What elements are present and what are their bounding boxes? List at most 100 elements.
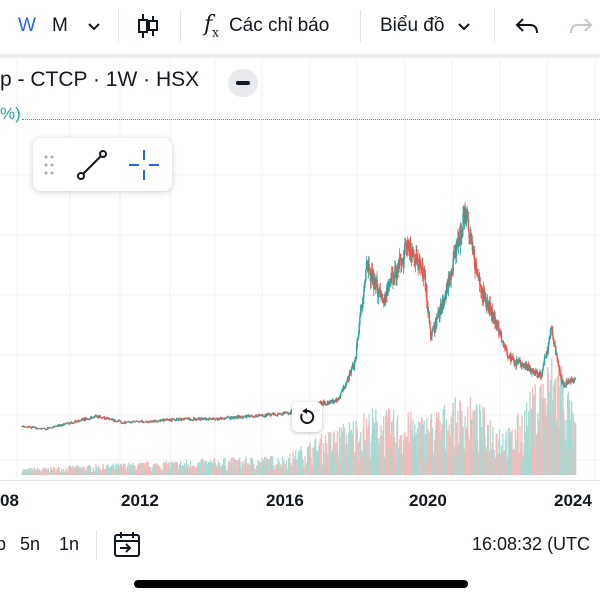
volume-bar	[481, 426, 483, 475]
redo-icon[interactable]	[568, 0, 594, 52]
volume-bar	[182, 465, 184, 475]
volume-bar	[73, 470, 75, 475]
time-axis[interactable]: 08 2012 2016 2020 2024	[0, 480, 600, 519]
volume-bar	[117, 463, 120, 475]
volume-bar	[255, 469, 257, 475]
candle-body	[122, 422, 125, 424]
candle-body	[348, 374, 350, 380]
volume-bar	[252, 460, 254, 475]
go-to-date-icon[interactable]	[112, 530, 142, 560]
volume-bar	[159, 471, 161, 475]
candle-body	[280, 413, 282, 415]
candle-body	[340, 391, 343, 394]
volume-bar	[273, 469, 276, 475]
volume-bar	[71, 466, 73, 475]
volume-bar	[132, 462, 134, 475]
volume-bar	[427, 429, 429, 475]
symbol-legend[interactable]: p - CTCP · 1W · HSX	[0, 68, 200, 91]
candle-body	[351, 366, 353, 370]
drag-handle-icon[interactable]	[43, 154, 55, 176]
range-1y-button[interactable]: 1n	[59, 534, 80, 554]
range-5y-button[interactable]: 5n	[20, 534, 41, 554]
candle-body	[169, 418, 171, 421]
reset-chart-button[interactable]	[292, 402, 322, 432]
candle-body	[570, 378, 573, 382]
volume-bar	[138, 462, 140, 475]
volume-bar	[226, 470, 228, 475]
volume-bar	[518, 453, 521, 475]
volume-bar	[315, 449, 317, 475]
candle-body	[464, 208, 466, 216]
candle-body	[523, 364, 525, 366]
candle-body	[426, 285, 428, 301]
price-chart[interactable]	[0, 60, 600, 480]
clock-time[interactable]: 16:08:32 (UTC	[472, 534, 591, 554]
candle-body	[382, 300, 384, 303]
volume-bar	[216, 465, 218, 475]
candle-body	[209, 418, 212, 420]
volume-bar	[369, 457, 372, 475]
volume-bar	[324, 435, 327, 475]
candle-body	[364, 281, 366, 284]
volume-bar	[549, 412, 551, 475]
candle-body	[427, 306, 429, 314]
volume-bar	[275, 464, 277, 475]
volume-bar	[222, 458, 225, 475]
candle-body	[362, 297, 364, 304]
volume-bar	[29, 469, 32, 475]
candle-body	[383, 302, 385, 303]
volume-bar	[158, 465, 160, 475]
volume-bar	[263, 467, 265, 475]
volume-bar	[334, 443, 337, 475]
volume-bar	[366, 441, 368, 475]
candle-body	[461, 230, 464, 238]
volume-bar	[483, 416, 485, 475]
volume-bar	[302, 459, 304, 475]
candle-body	[368, 264, 370, 270]
volume-bar	[299, 449, 301, 475]
volume-bar	[145, 461, 147, 475]
candle-body	[327, 400, 329, 405]
volume-bar	[450, 416, 452, 475]
volume-bar	[78, 467, 80, 475]
volume-bar	[466, 426, 468, 475]
volume-bar	[271, 456, 274, 475]
candle-body	[445, 283, 448, 297]
volume-bar	[357, 461, 359, 475]
interval-dropdown-chevron-icon[interactable]	[86, 0, 102, 52]
volume-bar	[320, 464, 322, 475]
candle-body	[370, 273, 372, 282]
volume-bar	[89, 466, 92, 475]
volume-bar	[187, 464, 190, 475]
interval-week-button[interactable]: W	[18, 15, 36, 36]
candle-body	[554, 342, 556, 347]
volume-bar	[438, 432, 440, 475]
candle-body	[446, 283, 448, 288]
candle-body	[430, 336, 433, 340]
volume-bar	[423, 420, 425, 475]
candle-body	[375, 279, 377, 288]
candle-body	[432, 327, 435, 330]
candle-body	[281, 414, 284, 416]
candle-body	[416, 253, 418, 263]
candle-body	[531, 368, 534, 370]
candle-body	[475, 263, 478, 269]
candle-body	[400, 262, 403, 266]
candlestick-icon[interactable]	[136, 0, 160, 52]
interval-month-button[interactable]: M	[52, 15, 68, 36]
volume-bar	[107, 466, 110, 475]
volume-bar	[307, 447, 309, 475]
indicators-button[interactable]: fx Các chỉ báo	[204, 0, 329, 52]
volume-bar	[192, 465, 194, 475]
chart-type-button[interactable]: Biểu đồ	[380, 0, 472, 52]
volume-bar	[88, 464, 90, 475]
volume-bar	[181, 465, 184, 475]
volume-bar	[477, 440, 479, 475]
trend-line-icon[interactable]	[75, 148, 109, 182]
candle-body	[481, 287, 483, 299]
candle-body	[443, 299, 445, 304]
collapse-legend-button[interactable]	[228, 69, 258, 97]
undo-icon[interactable]	[514, 0, 540, 52]
crosshair-icon[interactable]	[127, 148, 161, 182]
range-button-partial[interactable]: p	[0, 534, 7, 554]
